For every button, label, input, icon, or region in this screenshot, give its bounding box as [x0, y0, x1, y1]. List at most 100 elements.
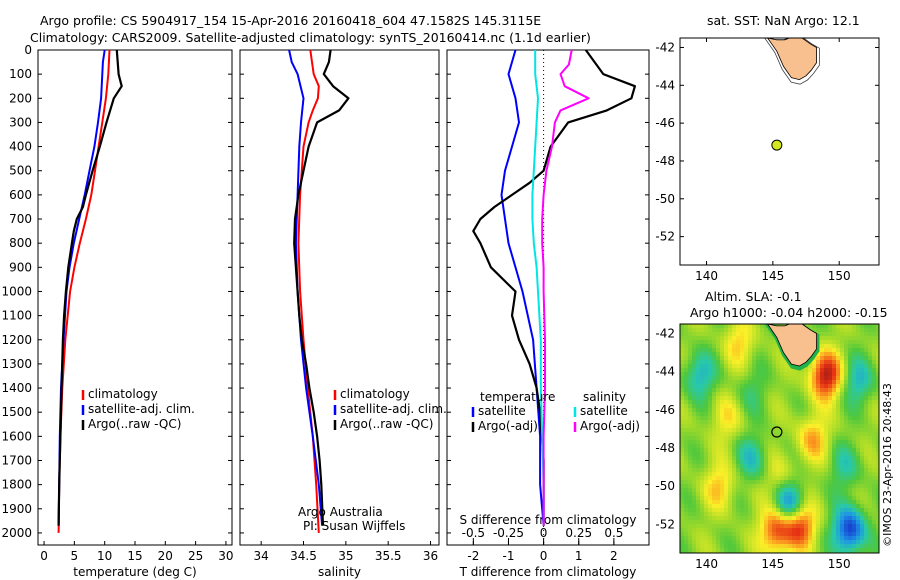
sla-cell: [756, 460, 760, 464]
sla-cell: [692, 472, 696, 476]
sla-cell: [836, 372, 840, 376]
sla-cell: [712, 472, 716, 476]
sla-cell: [704, 536, 708, 540]
sla-cell: [764, 508, 768, 512]
sla-cell: [776, 532, 780, 536]
sla-cell: [740, 392, 744, 396]
sla-cell: [868, 504, 872, 508]
sla-cell: [756, 400, 760, 404]
sla-cell: [768, 520, 772, 524]
sla-cell: [864, 444, 868, 448]
sla-cell: [800, 380, 804, 384]
sla-cell: [868, 436, 872, 440]
sla-cell: [772, 416, 776, 420]
sla-cell: [856, 540, 860, 544]
sla-cell: [728, 392, 732, 396]
sla-cell: [776, 344, 780, 348]
sla-cell: [732, 488, 736, 492]
sla-cell: [772, 520, 776, 524]
sla-cell: [756, 396, 760, 400]
sla-cell: [700, 496, 704, 500]
sla-cell: [876, 488, 879, 492]
sla-cell: [852, 548, 856, 552]
sla-cell: [700, 344, 704, 348]
sla-cell: [764, 432, 768, 436]
sla-cell: [764, 416, 768, 420]
sla-cell: [736, 396, 740, 400]
sla-cell: [724, 392, 728, 396]
sla-cell: [800, 412, 804, 416]
sla-cell: [772, 420, 776, 424]
sla-cell: [732, 492, 736, 496]
sla-cell: [736, 428, 740, 432]
sla-cell: [704, 396, 708, 400]
sla-cell: [860, 512, 864, 516]
sla-cell: [736, 532, 740, 536]
sla-cell: [824, 540, 828, 544]
sla-cell: [860, 376, 864, 380]
sla-cell: [776, 356, 780, 360]
sla-cell: [836, 408, 840, 412]
sla-cell: [856, 404, 860, 408]
sla-cell: [768, 340, 772, 344]
sla-cell: [680, 384, 684, 388]
sla-cell: [788, 488, 792, 492]
sla-cell: [876, 376, 879, 380]
sla-cell: [764, 348, 768, 352]
sla-cell: [864, 336, 868, 340]
sla-cell: [864, 344, 868, 348]
sla-cell: [776, 544, 780, 548]
sla-cell: [768, 468, 772, 472]
sla-cell: [700, 508, 704, 512]
sla-cell: [716, 504, 720, 508]
sla-cell: [872, 536, 876, 540]
sla-cell: [744, 332, 748, 336]
sla-cell: [748, 368, 752, 372]
sla-cell: [780, 396, 784, 400]
sla-cell: [784, 384, 788, 388]
x-tick-label: -2: [467, 549, 479, 563]
sla-cell: [756, 520, 760, 524]
sla-cell: [784, 536, 788, 540]
sla-cell: [696, 508, 700, 512]
sla-cell: [804, 480, 808, 484]
sla-cell: [692, 388, 696, 392]
sla-cell: [700, 476, 704, 480]
sla-cell: [752, 536, 756, 540]
sla-cell: [708, 448, 712, 452]
sla-cell: [800, 416, 804, 420]
sla-cell: [800, 432, 804, 436]
sla-cell: [824, 428, 828, 432]
legend-label: Argo(-adj): [580, 419, 640, 433]
sla-cell: [772, 500, 776, 504]
sla-cell: [848, 460, 852, 464]
sla-cell: [704, 524, 708, 528]
sla-cell: [872, 448, 876, 452]
sla-cell: [824, 392, 828, 396]
sla-cell: [732, 544, 736, 548]
sla-cell: [852, 380, 856, 384]
sla-cell: [828, 544, 832, 548]
sla-cell: [832, 472, 836, 476]
sla-cell: [848, 492, 852, 496]
sla-cell: [828, 324, 832, 328]
sla-cell: [868, 428, 872, 432]
sla-cell: [704, 452, 708, 456]
sla-cell: [848, 352, 852, 356]
sla-cell: [716, 496, 720, 500]
sla-cell: [712, 388, 716, 392]
sla-cell: [876, 364, 879, 368]
sla-cell: [812, 420, 816, 424]
sla-cell: [704, 456, 708, 460]
sla-cell: [820, 424, 824, 428]
sla-cell: [852, 420, 856, 424]
sla-cell: [780, 548, 784, 552]
sla-cell: [816, 376, 820, 380]
sla-cell: [852, 492, 856, 496]
sla-cell: [852, 480, 856, 484]
sla-cell: [748, 532, 752, 536]
sla-cell: [720, 492, 724, 496]
sla-cell: [856, 408, 860, 412]
sla-cell: [708, 396, 712, 400]
sla-cell: [704, 428, 708, 432]
